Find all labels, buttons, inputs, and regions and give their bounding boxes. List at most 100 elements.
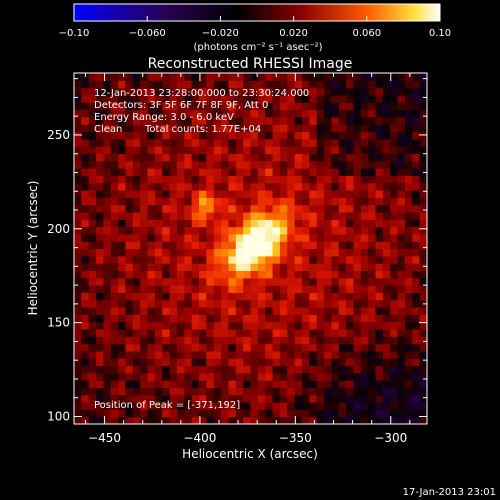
heatmap-pixel <box>257 321 266 330</box>
heatmap-pixel <box>154 248 163 257</box>
heatmap-pixel <box>287 241 296 250</box>
heatmap-pixel <box>147 182 156 191</box>
heatmap-pixel <box>228 409 237 418</box>
heatmap-pixel <box>346 131 355 140</box>
heatmap-pixel <box>250 307 259 315</box>
heatmap-pixel <box>250 87 259 96</box>
heatmap-pixel <box>88 197 97 206</box>
heatmap-pixel <box>176 248 185 257</box>
heatmap-pixel <box>169 182 178 191</box>
heatmap-pixel <box>301 124 310 133</box>
heatmap-pixel <box>382 160 391 169</box>
heatmap-pixel <box>221 146 230 155</box>
heatmap-pixel <box>103 263 112 272</box>
heatmap-pixel <box>243 314 252 323</box>
heatmap-pixel <box>294 211 303 220</box>
heatmap-pixel <box>176 277 185 286</box>
heatmap-pixel <box>206 409 215 418</box>
heatmap-pixel <box>154 80 163 89</box>
heatmap-pixel <box>228 350 237 359</box>
heatmap-pixel <box>419 394 427 403</box>
heatmap-pixel <box>309 102 318 111</box>
heatmap-pixel <box>191 168 200 176</box>
heatmap-pixel <box>169 138 178 147</box>
heatmap-pixel <box>331 102 340 111</box>
heatmap-pixel <box>360 219 369 228</box>
heatmap-pixel <box>397 387 406 396</box>
heatmap-pixel <box>397 241 406 250</box>
heatmap-pixel <box>338 109 347 118</box>
heatmap-pixel <box>235 409 244 418</box>
heatmap-pixel <box>265 168 274 176</box>
heatmap-pixel <box>206 87 215 96</box>
heatmap-pixel <box>279 190 288 198</box>
heatmap-pixel <box>110 168 119 176</box>
heatmap-pixel <box>301 394 310 403</box>
heatmap-pixel <box>132 197 141 206</box>
heatmap-pixel <box>331 248 340 257</box>
heatmap-pixel <box>301 328 310 337</box>
heatmap-pixel <box>96 387 105 396</box>
heatmap-pixel <box>331 336 340 345</box>
heatmap-pixel <box>309 153 318 162</box>
heatmap-pixel <box>301 350 310 359</box>
heatmap-pixel <box>228 138 237 147</box>
heatmap-pixel <box>96 343 105 352</box>
heatmap-pixel <box>132 211 141 220</box>
heatmap-pixel <box>404 343 413 352</box>
heatmap-pixel <box>353 372 362 381</box>
heatmap-pixel <box>309 175 318 184</box>
heatmap-pixel <box>199 204 207 213</box>
heatmap-pixel <box>176 226 185 235</box>
heatmap-pixel <box>382 168 391 176</box>
heatmap-pixel <box>169 168 178 176</box>
heatmap-pixel <box>118 211 127 220</box>
heatmap-pixel <box>110 380 119 389</box>
heatmap-pixel <box>235 277 244 286</box>
heatmap-pixel <box>346 226 355 235</box>
heatmap-pixel <box>360 102 369 111</box>
heatmap-pixel <box>228 124 237 133</box>
heatmap-pixel <box>96 211 105 220</box>
heatmap-pixel <box>397 94 406 103</box>
heatmap-pixel <box>272 241 281 250</box>
heatmap-pixel <box>331 387 340 396</box>
heatmap-pixel <box>331 168 340 176</box>
heatmap-pixel <box>390 190 399 198</box>
heatmap-pixel <box>96 380 105 389</box>
heatmap-pixel <box>375 263 384 272</box>
heatmap-pixel <box>257 277 266 286</box>
heatmap-pixel <box>324 314 332 323</box>
heatmap-pixel <box>154 175 163 184</box>
heatmap-pixel <box>154 146 163 155</box>
heatmap-pixel <box>397 80 406 89</box>
heatmap-pixel <box>346 336 355 345</box>
heatmap-pixel <box>140 168 149 176</box>
heatmap-pixel <box>390 394 399 403</box>
heatmap-pixel <box>169 409 178 418</box>
heatmap-pixel <box>235 116 244 125</box>
heatmap-pixel <box>206 285 215 293</box>
heatmap-pixel <box>279 394 288 403</box>
heatmap-pixel <box>140 328 149 337</box>
heatmap-pixel <box>404 380 413 389</box>
heatmap-pixel <box>132 285 141 293</box>
heatmap-pixel <box>316 233 325 242</box>
heatmap-pixel <box>368 146 377 155</box>
heatmap-pixel <box>331 124 340 133</box>
heatmap-pixel <box>147 358 156 367</box>
heatmap-pixel <box>221 182 230 191</box>
heatmap-pixel <box>382 182 391 191</box>
heatmap-pixel <box>96 204 105 213</box>
heatmap-pixel <box>176 387 185 396</box>
heatmap-pixel <box>375 241 384 250</box>
heatmap-pixel <box>412 73 421 81</box>
heatmap-pixel <box>279 336 288 345</box>
heatmap-pixel <box>287 102 296 111</box>
heatmap-pixel <box>154 270 163 279</box>
heatmap-pixel <box>338 190 347 198</box>
heatmap-pixel <box>213 116 222 125</box>
heatmap-pixel <box>199 409 207 418</box>
heatmap-pixel <box>74 73 82 81</box>
heatmap-pixel <box>272 109 281 118</box>
